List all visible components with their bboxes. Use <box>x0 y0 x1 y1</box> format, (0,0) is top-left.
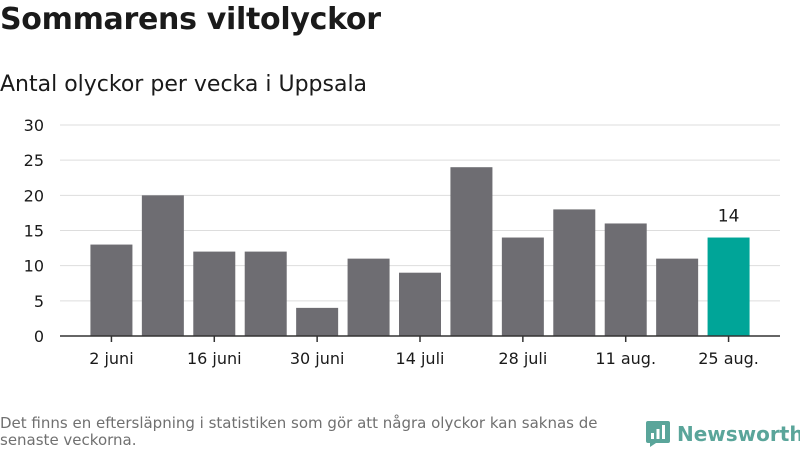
bar <box>450 167 493 336</box>
x-tick-label: 30 juni <box>290 349 345 368</box>
newsworthy-logo-icon <box>646 421 670 447</box>
x-tick-label: 11 aug. <box>595 349 656 368</box>
data-label: 14 <box>718 207 740 227</box>
y-tick-label: 0 <box>34 327 44 346</box>
x-tick-label: 28 juli <box>498 349 547 368</box>
y-tick-label: 10 <box>24 257 44 276</box>
bar <box>296 307 339 336</box>
bar <box>707 237 750 336</box>
bar <box>347 258 390 336</box>
x-tick-label: 25 aug. <box>698 349 759 368</box>
x-tick-label: 2 juni <box>89 349 133 368</box>
brand-name: Newsworthy <box>677 422 800 446</box>
bar <box>193 251 236 336</box>
chart-title: Sommarens viltolyckor <box>0 2 381 37</box>
bar <box>399 272 441 336</box>
y-tick-label: 30 <box>24 116 44 135</box>
x-tick-label: 14 juli <box>396 349 445 368</box>
bar <box>90 244 133 336</box>
y-tick-label: 25 <box>24 151 44 170</box>
bar-chart: 0 5 10 15 20 25 30 14 2 juni 16 juni 30 juni 14 jul… <box>24 116 780 368</box>
y-tick-label: 15 <box>24 222 44 241</box>
bar <box>244 251 287 336</box>
y-tick-label: 20 <box>24 186 44 205</box>
chart-subtitle: Antal olyckor per vecka i Uppsala <box>0 72 368 97</box>
y-tick-label: 5 <box>34 292 44 311</box>
bar <box>656 258 699 336</box>
bar <box>501 237 544 336</box>
bar <box>553 209 596 336</box>
bar <box>141 195 184 336</box>
x-tick-label: 16 juni <box>187 349 242 368</box>
brand-logo: Newsworthy <box>645 420 800 448</box>
bar <box>604 223 647 336</box>
footer-note: Det finns en eftersläpning i statistiken… <box>0 414 598 449</box>
